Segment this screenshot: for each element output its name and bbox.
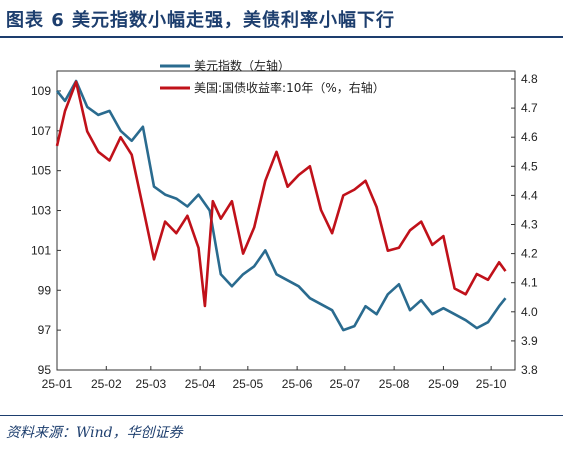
left-tick-label: 101 xyxy=(31,243,51,257)
right-tick-label: 4.4 xyxy=(521,188,538,202)
right-tick-label: 3.9 xyxy=(521,334,538,348)
series-line-dollar-index xyxy=(55,79,507,332)
x-tick-label: 25-10 xyxy=(476,377,507,391)
left-tick-label: 97 xyxy=(38,323,52,337)
left-tick-label: 103 xyxy=(31,204,51,218)
x-tick-label: 25-07 xyxy=(329,377,360,391)
x-tick-label: 25-09 xyxy=(428,377,459,391)
x-tick-label: 25-01 xyxy=(42,377,73,391)
left-tick-label: 99 xyxy=(38,283,52,297)
series-line-treasury-10y xyxy=(55,80,507,308)
x-tick-label: 25-08 xyxy=(379,377,410,391)
x-tick-label: 25-03 xyxy=(135,377,166,391)
left-tick-label: 95 xyxy=(38,363,52,377)
source-divider xyxy=(0,415,563,416)
right-tick-label: 4.2 xyxy=(521,247,538,261)
right-tick-label: 4.3 xyxy=(521,218,538,232)
right-tick-label: 4.6 xyxy=(521,130,538,144)
right-tick-label: 4.8 xyxy=(521,72,538,86)
legend-label: 美元指数（左轴） xyxy=(194,58,290,73)
right-tick-label: 4.0 xyxy=(521,305,538,319)
right-tick-label: 3.8 xyxy=(521,363,538,377)
left-tick-label: 105 xyxy=(31,164,51,178)
right-tick-label: 4.7 xyxy=(521,101,538,115)
source-note: 资料来源：Wind，华创证券 xyxy=(6,425,183,441)
line-chart: 109 107 105 103 101 99 97 95 4.8 4.7 4.6 4.5 4.4 4.3 4… xyxy=(31,58,538,391)
right-tick-label: 4.5 xyxy=(521,159,538,173)
left-tick-label: 109 xyxy=(31,84,51,98)
plot-frame xyxy=(56,70,516,371)
x-tick-label: 25-02 xyxy=(91,377,122,391)
title-divider xyxy=(0,36,563,38)
left-tick-label: 107 xyxy=(31,124,51,138)
right-tick-label: 4.1 xyxy=(521,276,538,290)
legend-label: 美国:国债收益率:10年（%，右轴） xyxy=(194,80,385,95)
x-tick-label: 25-05 xyxy=(232,377,263,391)
figure-header: 图表 6 美元指数小幅走强，美债利率小幅下行 xyxy=(0,0,563,40)
figure-title: 图表 6 美元指数小幅走强，美债利率小幅下行 xyxy=(6,10,396,31)
x-tick-label: 25-06 xyxy=(282,377,313,391)
x-tick-label: 25-04 xyxy=(185,377,216,391)
